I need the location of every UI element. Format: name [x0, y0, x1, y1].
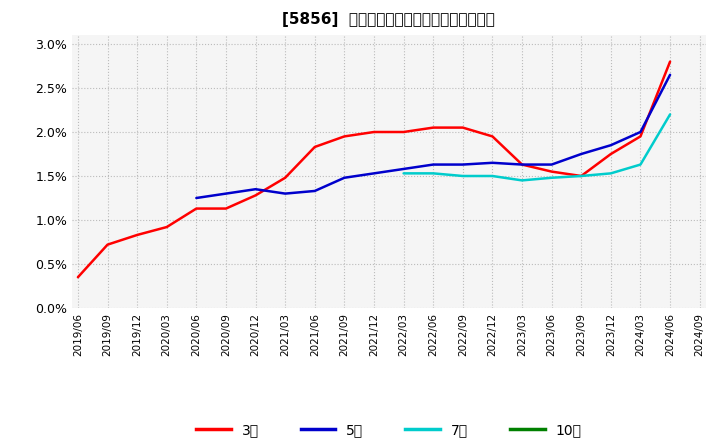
- 5年: [577, 151, 585, 157]
- Legend: 3年, 5年, 7年, 10年: 3年, 5年, 7年, 10年: [190, 418, 588, 440]
- 7年: [459, 173, 467, 179]
- 5年: [429, 162, 438, 167]
- 7年: [547, 175, 556, 180]
- 5年: [222, 191, 230, 196]
- 7年: [577, 173, 585, 179]
- 5年: [400, 166, 408, 172]
- 3年: [429, 125, 438, 130]
- 7年: [666, 112, 675, 117]
- 3年: [163, 224, 171, 230]
- 7年: [606, 171, 615, 176]
- 5年: [340, 175, 348, 180]
- 5年: [310, 188, 319, 194]
- 3年: [577, 173, 585, 179]
- 3年: [488, 134, 497, 139]
- Line: 3年: 3年: [78, 62, 670, 277]
- 7年: [400, 171, 408, 176]
- 3年: [369, 129, 378, 135]
- 3年: [103, 242, 112, 247]
- 7年: [488, 173, 497, 179]
- 3年: [310, 144, 319, 150]
- 5年: [636, 129, 645, 135]
- 5年: [606, 143, 615, 148]
- 5年: [369, 171, 378, 176]
- Line: 7年: 7年: [404, 114, 670, 180]
- 5年: [251, 187, 260, 192]
- 5年: [488, 160, 497, 165]
- 5年: [459, 162, 467, 167]
- 3年: [222, 206, 230, 211]
- 5年: [281, 191, 289, 196]
- 3年: [281, 175, 289, 180]
- 3年: [340, 134, 348, 139]
- 3年: [606, 151, 615, 157]
- 7年: [518, 178, 526, 183]
- 5年: [547, 162, 556, 167]
- 7年: [636, 162, 645, 167]
- 3年: [251, 193, 260, 198]
- 7年: [429, 171, 438, 176]
- 3年: [132, 232, 141, 238]
- 3年: [400, 129, 408, 135]
- 3年: [192, 206, 201, 211]
- 5年: [518, 162, 526, 167]
- 5年: [666, 72, 675, 77]
- 3年: [73, 275, 82, 280]
- 3年: [666, 59, 675, 64]
- 5年: [192, 195, 201, 201]
- 3年: [518, 162, 526, 167]
- 3年: [547, 169, 556, 174]
- Title: [5856]  経常利益マージンの標準偏差の推移: [5856] 経常利益マージンの標準偏差の推移: [282, 12, 495, 27]
- 3年: [459, 125, 467, 130]
- Line: 5年: 5年: [197, 75, 670, 198]
- 3年: [636, 134, 645, 139]
